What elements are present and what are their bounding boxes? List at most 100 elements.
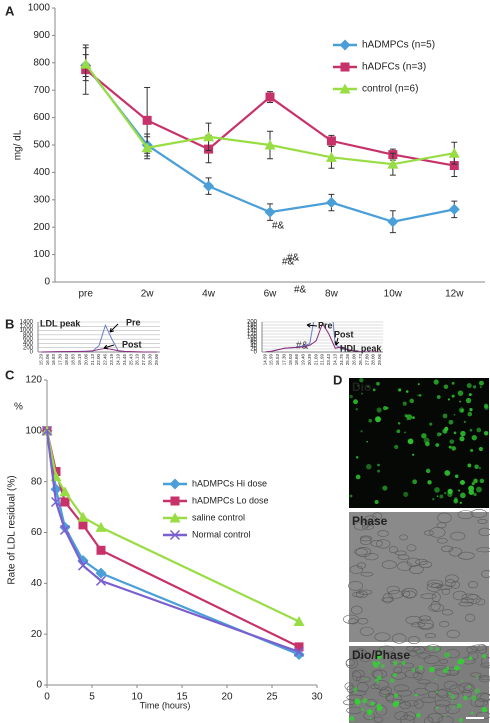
x-tick-label: 21.13: [90, 354, 95, 366]
annotation: #&: [287, 253, 300, 264]
fluorescent-cell: [453, 665, 460, 671]
annotation: %: [14, 402, 23, 413]
fluorescent-cell: [442, 413, 448, 419]
annotation: Pre: [318, 320, 333, 330]
fluorescent-cell: [406, 414, 413, 421]
cell-texture: [461, 593, 479, 601]
fluorescent-cell: [404, 414, 408, 418]
x-tick-label: 24.19: [115, 354, 120, 366]
fluorescent-cell: [403, 491, 409, 497]
x-tick-label: 16.06: [45, 354, 50, 366]
y-tick-label: 700: [33, 85, 50, 96]
y-tick-label: 1000: [20, 328, 34, 334]
fluorescent-cell: [366, 463, 372, 470]
x-tick-label: 24.75: [339, 354, 344, 366]
y-tick-label: 120: [247, 332, 258, 338]
fluorescent-cell: [370, 701, 375, 706]
cell-texture: [376, 539, 391, 549]
fluorescent-cell: [356, 703, 360, 707]
x-tick-label: 0: [44, 692, 50, 703]
micrograph: [349, 646, 489, 723]
marker: [339, 39, 351, 51]
fluorescent-cell: [467, 463, 472, 468]
annotation-arrow: [103, 344, 115, 349]
x-tick-label: 28.00: [371, 354, 376, 366]
fluorescent-cell: [423, 437, 430, 444]
y-tick-label: 40: [250, 344, 257, 350]
fluorescent-cell: [444, 470, 449, 475]
fluorescent-cell: [463, 695, 468, 701]
series-line: [45, 430, 300, 656]
marker: [95, 567, 107, 579]
fluorescent-cell: [377, 463, 380, 467]
marker: [80, 58, 92, 69]
fluorescent-cell: [376, 381, 380, 386]
cell-texture: [441, 588, 451, 595]
image-label: Dio: [352, 380, 371, 394]
fluorescent-cell: [360, 392, 363, 395]
cell-texture: [468, 581, 478, 589]
annotation: LDL peak: [40, 318, 81, 328]
cell-texture: [364, 515, 377, 523]
cell-texture: [359, 626, 374, 636]
fluorescent-cell: [398, 388, 402, 392]
cell-texture: [443, 680, 458, 690]
series-line: [45, 430, 300, 648]
fluorescent-cell: [365, 678, 368, 681]
cell-texture: [380, 686, 393, 696]
marker: [96, 545, 106, 555]
x-tick-label: 20.39: [307, 354, 312, 366]
marker: [340, 62, 350, 72]
chart-panel: A 0 100 200 300 400 500 600 700 800 900 1000 pre 2w 4w…: [5, 3, 485, 352]
cell-texture: [346, 694, 363, 701]
cell-texture: [348, 580, 364, 591]
fluorescent-cell: [434, 677, 438, 681]
fluorescent-cell: [468, 656, 473, 661]
cell-texture: [414, 699, 424, 709]
cell-texture: [476, 547, 490, 553]
cell-texture: [415, 558, 428, 565]
fluorescent-cell: [374, 500, 379, 505]
micrograph: [349, 378, 489, 508]
cell-texture: [360, 571, 374, 577]
cell-texture: [418, 561, 433, 569]
annotation: #&: [272, 221, 285, 232]
cell-texture: [431, 583, 444, 589]
cell-texture: [381, 597, 394, 603]
marker: [449, 161, 459, 171]
x-tick-label: 21.99: [320, 354, 325, 366]
fluorescent-cell: [466, 383, 472, 389]
fluorescent-cell: [382, 405, 388, 411]
panel-label: A: [5, 3, 15, 18]
fluorescent-cell: [417, 651, 420, 653]
fluorescent-cell: [434, 487, 440, 493]
micrograph: [349, 512, 489, 642]
cell-texture: [452, 590, 467, 601]
fluorescent-cell: [444, 714, 447, 717]
cell-texture: [381, 560, 397, 570]
fluorescent-cell: [444, 491, 447, 495]
fluorescent-cell: [426, 690, 428, 693]
fluorescent-cell: [417, 394, 420, 397]
x-tick-label: 5: [89, 692, 95, 703]
legend-label: saline control: [192, 512, 245, 522]
cell-texture: [426, 582, 442, 592]
fluorescent-cell: [421, 433, 427, 439]
marker: [77, 560, 89, 571]
fluorescent-cell: [465, 397, 472, 404]
plot-area: [265, 322, 380, 352]
cell-texture: [401, 590, 411, 597]
cell-texture: [356, 676, 371, 683]
x-tick-label: pre: [78, 289, 93, 300]
series-line: [45, 430, 300, 653]
fluorescent-cell: [375, 416, 381, 423]
fluorescent-cell: [468, 393, 472, 397]
fluorescent-cell: [433, 379, 439, 385]
cell-texture: [377, 530, 389, 537]
cell-texture: [467, 651, 479, 661]
y-tick-label: 400: [23, 341, 34, 347]
marker: [264, 206, 276, 218]
x-tick-label: 22.46: [103, 354, 108, 366]
fluorescent-cell: [442, 668, 448, 674]
